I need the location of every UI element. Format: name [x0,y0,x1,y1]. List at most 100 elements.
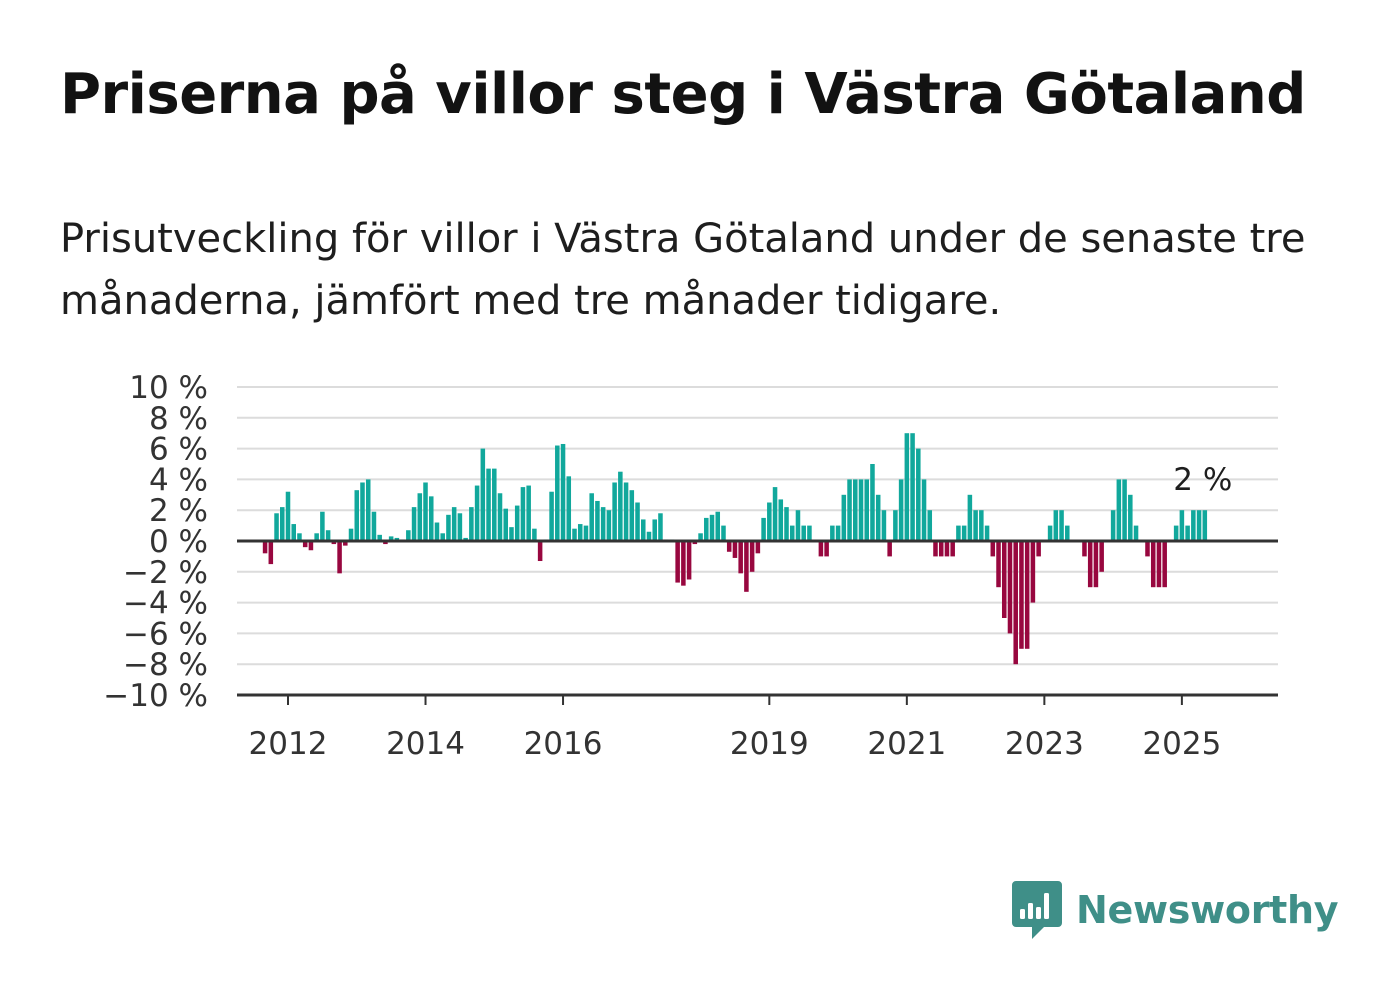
bar [744,541,749,592]
bar [589,493,594,541]
bar [406,530,411,541]
bar [577,524,583,541]
x-tick-label: 2016 [524,726,603,762]
bar [274,513,279,541]
bar [377,534,382,541]
bar [337,541,342,574]
y-tick-label: 2 % [149,493,208,529]
bar [549,491,554,541]
bar [354,490,360,541]
bar [463,537,468,541]
bar [572,528,577,541]
chart-subtitle: Prisutveckling för villor i Västra Götal… [60,216,1306,324]
bar [641,519,646,541]
bar [423,482,428,541]
bar [916,448,921,541]
bar [440,533,445,541]
bar [555,445,560,541]
y-tick-labels: 10 %8 %6 %4 %2 %0 %−2 %−4 %−6 %−8 %−10 % [103,370,208,714]
bars [262,433,1208,665]
bar [509,527,514,541]
chart-title: Priserna på villor steg i Västra Götalan… [60,62,1306,127]
bar [1150,541,1156,588]
bar-chart-speech-bubble-icon [1012,881,1062,939]
bar [715,511,721,541]
bar [1065,525,1070,541]
bar [789,525,795,541]
bar [1162,541,1167,588]
bar [302,541,308,548]
bar [921,479,927,541]
last-value-annotation: 2 % [1173,462,1232,498]
bar [755,541,761,554]
bar [595,500,600,541]
x-tick-label: 2019 [730,726,809,762]
bar [280,507,285,541]
bar [520,487,526,541]
bar [583,525,589,541]
bar [652,519,657,541]
bar [726,541,732,552]
bar [1047,525,1053,541]
bar [927,510,933,541]
x-tick-label: 2025 [1142,726,1221,762]
bar [1145,541,1150,557]
bar [738,541,743,574]
bar [600,507,606,541]
y-tick-label: 4 % [149,462,208,498]
bar [285,491,291,541]
bar [1179,510,1185,541]
bar [1013,541,1018,665]
bar [784,507,789,541]
y-tick-label: 8 % [149,401,208,437]
y-tick-label: 0 % [149,524,208,560]
bar [1019,541,1024,649]
bar [870,464,875,541]
bar [635,502,640,541]
bar [961,525,967,541]
bar [1036,541,1041,557]
bar [1093,541,1099,588]
bar [451,507,457,541]
bar [761,517,766,541]
bar [692,541,698,545]
bar [675,541,680,583]
bar [360,482,365,541]
bar [795,510,801,541]
bar [709,514,715,541]
x-tick-label: 2023 [1005,726,1084,762]
bar [1007,541,1013,634]
y-tick-label: −8 % [123,647,208,683]
bar [1122,479,1127,541]
bar [503,508,509,541]
bar [1030,541,1036,603]
bar [1196,510,1202,541]
bar [623,482,629,541]
bar [297,533,302,541]
bar [807,525,812,541]
bar [853,479,858,541]
bar [388,536,394,541]
bar [566,476,572,541]
bar [428,496,434,541]
bar [560,443,566,541]
bar [1024,541,1030,649]
bar [1110,510,1116,541]
bar [314,533,319,541]
x-tick-labels: 2012 2014 2016 2019 2021 2023 2025 [249,695,1221,762]
bar [1156,541,1162,588]
bar [308,541,314,551]
bar [320,511,325,541]
bar [514,505,520,541]
bar [881,510,887,541]
bar [1191,510,1196,541]
x-tick-label: 2012 [249,726,328,762]
bar [371,511,377,541]
bar [801,525,806,541]
bar [1059,510,1064,541]
bar [944,541,950,557]
bar [704,517,709,541]
bar [818,541,824,557]
bar [383,541,388,545]
